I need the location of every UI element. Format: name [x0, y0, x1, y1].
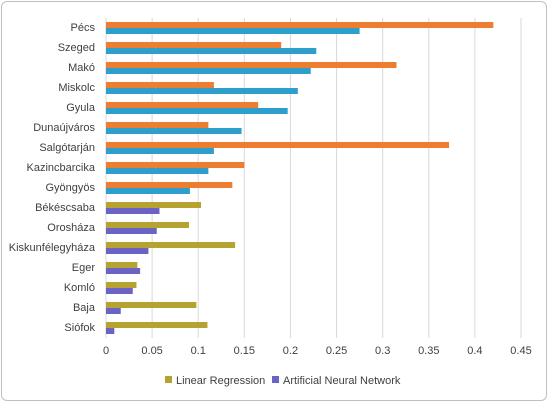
- bar-linear-regression-pecs: [106, 22, 494, 28]
- category-label-siofok: Siófok: [64, 322, 95, 334]
- legend-label-linear-regression: Linear Regression: [176, 375, 265, 387]
- x-tick-labels: 0 0.05 0.1 0.15 0.2 0.25 0.3 0.35 0.4 0.45: [103, 345, 532, 357]
- bar-artificial-neural-network-baja: [106, 308, 121, 314]
- bar-linear-regression-komlo: [106, 282, 137, 288]
- bar-linear-regression-dunaujvaros: [106, 122, 209, 128]
- bar-artificial-neural-network-kiskunfelegyhaza: [106, 248, 149, 254]
- category-label-miskolc: Miskolc: [58, 82, 95, 94]
- bar-artificial-neural-network-komlo: [106, 288, 133, 294]
- x-tick-label: 0.4: [467, 345, 482, 357]
- category-label-baja: Baja: [73, 302, 96, 314]
- bar-artificial-neural-network-siofok: [106, 328, 115, 334]
- bar-linear-regression-mako: [106, 62, 397, 68]
- x-tick-label: 0.35: [418, 345, 439, 357]
- category-label-salgotarjan: Salgótarján: [39, 142, 95, 154]
- bar-artificial-neural-network-szeged: [106, 48, 317, 54]
- bar-linear-regression-eger: [106, 262, 138, 268]
- category-label-dunaujvaros: Dunaújváros: [33, 122, 95, 134]
- bar-artificial-neural-network-bekescsaba: [106, 208, 160, 214]
- bar-linear-regression-baja: [106, 302, 197, 308]
- category-label-komlo: Komló: [64, 282, 95, 294]
- bar-artificial-neural-network-pecs: [106, 28, 360, 34]
- bar-artificial-neural-network-dunaujvaros: [106, 128, 242, 134]
- x-tick-label: 0.25: [326, 345, 347, 357]
- bar-artificial-neural-network-eger: [106, 268, 141, 274]
- bars: [106, 22, 494, 334]
- legend: Linear Regression Artificial Neural Netw…: [165, 375, 401, 387]
- bar-artificial-neural-network-oroshaza: [106, 228, 157, 234]
- category-label-gyongyos: Gyöngyös: [45, 182, 95, 194]
- bar-linear-regression-gyongyos: [106, 182, 233, 188]
- bar-linear-regression-szeged: [106, 42, 282, 48]
- x-tick-label: 0.15: [234, 345, 255, 357]
- bar-artificial-neural-network-mako: [106, 68, 311, 74]
- x-tick-label: 0.2: [283, 345, 298, 357]
- bar-artificial-neural-network-salgotarjan: [106, 148, 214, 154]
- legend-swatch-linear-regression: [165, 376, 172, 383]
- category-label-kazincbarcika: Kazincbarcika: [27, 162, 96, 174]
- category-labels: Pécs Szeged Makó Miskolc Gyula Dunaújváros Sal…: [9, 22, 96, 334]
- legend-swatch-artificial-neural-network: [272, 376, 279, 383]
- x-tick-label: 0.45: [510, 345, 531, 357]
- x-tick-label: 0: [103, 345, 109, 357]
- bar-linear-regression-kiskunfelegyhaza: [106, 242, 236, 248]
- bar-linear-regression-miskolc: [106, 82, 214, 88]
- category-label-pecs: Pécs: [71, 22, 96, 34]
- category-label-szeged: Szeged: [58, 42, 95, 54]
- x-tick-label: 0.05: [141, 345, 162, 357]
- bar-artificial-neural-network-kazincbarcika: [106, 168, 209, 174]
- category-label-gyula: Gyula: [66, 102, 96, 114]
- category-label-mako: Makó: [68, 62, 95, 74]
- category-label-oroshaza: Orosháza: [47, 222, 96, 234]
- category-label-eger: Eger: [72, 262, 96, 274]
- category-label-bekescsaba: Békéscsaba: [35, 202, 96, 214]
- bar-artificial-neural-network-gyongyos: [106, 188, 190, 194]
- bar-linear-regression-bekescsaba: [106, 202, 201, 208]
- bar-linear-regression-oroshaza: [106, 222, 189, 228]
- bar-artificial-neural-network-miskolc: [106, 88, 298, 94]
- x-tick-label: 0.1: [191, 345, 206, 357]
- bar-artificial-neural-network-gyula: [106, 108, 288, 114]
- bar-linear-regression-siofok: [106, 322, 208, 328]
- x-tick-label: 0.3: [375, 345, 390, 357]
- bar-linear-regression-kazincbarcika: [106, 162, 245, 168]
- bar-linear-regression-salgotarjan: [106, 142, 450, 148]
- legend-label-artificial-neural-network: Artificial Neural Network: [283, 375, 401, 387]
- category-label-kiskunfelegyhaza: Kiskunfélegyháza: [9, 242, 96, 254]
- bar-linear-regression-gyula: [106, 102, 259, 108]
